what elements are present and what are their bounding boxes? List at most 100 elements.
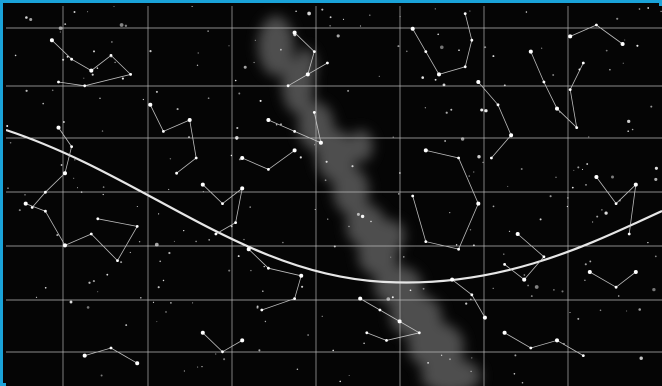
background-star: [280, 123, 282, 125]
background-star: [636, 44, 639, 47]
background-star: [299, 156, 302, 159]
background-star: [450, 108, 453, 111]
background-star: [87, 11, 89, 13]
constellation-lines: [504, 332, 584, 356]
background-star: [325, 160, 328, 163]
background-star: [93, 50, 95, 53]
constellation: [411, 148, 481, 251]
background-star: [96, 67, 99, 69]
constellation-star: [502, 330, 507, 335]
background-star: [162, 279, 165, 282]
milky-way-cloud: [408, 322, 464, 370]
milky-way-cloud: [349, 130, 373, 162]
background-star: [611, 175, 614, 179]
background-star: [647, 241, 649, 244]
constellation-star: [293, 297, 296, 300]
background-star: [444, 140, 446, 142]
constellation-star: [424, 240, 428, 244]
constellation-star: [129, 73, 132, 76]
background-star: [449, 358, 451, 361]
background-star: [169, 158, 172, 160]
background-star: [191, 6, 194, 7]
background-star: [617, 295, 620, 297]
background-star: [25, 16, 28, 19]
background-star: [275, 123, 278, 126]
milky-way-cloud: [333, 167, 369, 215]
background-star: [158, 213, 160, 215]
background-star: [424, 107, 426, 109]
background-star: [207, 97, 210, 100]
background-star: [24, 193, 26, 196]
constellation: [240, 148, 297, 171]
background-star: [605, 49, 608, 52]
constellation-star: [267, 266, 270, 270]
background-star: [553, 289, 555, 291]
background-star: [622, 62, 624, 64]
constellation-star: [240, 186, 245, 191]
constellation-lines: [359, 298, 421, 341]
constellation-star: [70, 145, 73, 149]
background-star: [295, 10, 297, 13]
background-star: [639, 356, 643, 360]
constellation-star: [109, 54, 113, 57]
constellation-star: [568, 88, 572, 91]
constellation-star: [23, 201, 28, 206]
constellation-star: [109, 346, 113, 350]
constellation-layer: [23, 12, 638, 366]
constellation-lines: [412, 13, 473, 75]
constellation-star: [200, 182, 205, 187]
constellation-star: [116, 259, 119, 262]
background-star: [470, 370, 472, 373]
background-star: [626, 310, 628, 312]
constellation-star: [318, 140, 323, 145]
background-star: [152, 301, 155, 304]
background-star: [197, 366, 199, 368]
constellation-star: [568, 34, 573, 39]
constellation-star: [221, 202, 224, 206]
background-star: [567, 197, 569, 199]
background-stars: [6, 6, 662, 384]
constellation-star: [378, 308, 382, 312]
background-star: [262, 290, 264, 293]
constellation-star: [240, 338, 245, 343]
background-star: [230, 225, 233, 228]
background-star: [566, 205, 569, 208]
background-star: [480, 108, 484, 112]
background-star: [348, 225, 350, 228]
background-star: [421, 76, 424, 79]
background-star: [399, 16, 401, 18]
background-star: [136, 205, 138, 208]
background-star: [58, 26, 63, 31]
background-star: [492, 287, 494, 289]
constellation-star: [299, 273, 304, 278]
background-star: [584, 263, 587, 266]
background-star: [249, 206, 251, 208]
background-star: [492, 205, 495, 208]
constellation: [503, 232, 546, 282]
background-star: [654, 177, 658, 181]
constellation-star: [266, 118, 271, 122]
background-star: [280, 48, 282, 51]
background-star: [170, 302, 172, 304]
constellation-lines: [268, 112, 322, 144]
background-star: [207, 30, 209, 32]
background-star: [250, 269, 252, 272]
background-star: [465, 302, 468, 305]
background-star: [321, 315, 323, 317]
constellation: [528, 49, 585, 129]
background-star: [616, 17, 619, 20]
constellation-star: [490, 156, 493, 160]
background-star: [202, 191, 204, 193]
background-star: [142, 98, 145, 101]
background-star: [530, 295, 533, 298]
background-star: [627, 119, 631, 124]
background-star: [235, 136, 239, 140]
background-star: [74, 159, 76, 161]
background-star: [264, 320, 267, 323]
constellation-star: [482, 315, 487, 320]
background-star: [339, 380, 341, 383]
background-star: [469, 298, 472, 301]
background-star: [569, 311, 571, 314]
background-star: [638, 8, 641, 10]
background-star: [25, 89, 28, 92]
